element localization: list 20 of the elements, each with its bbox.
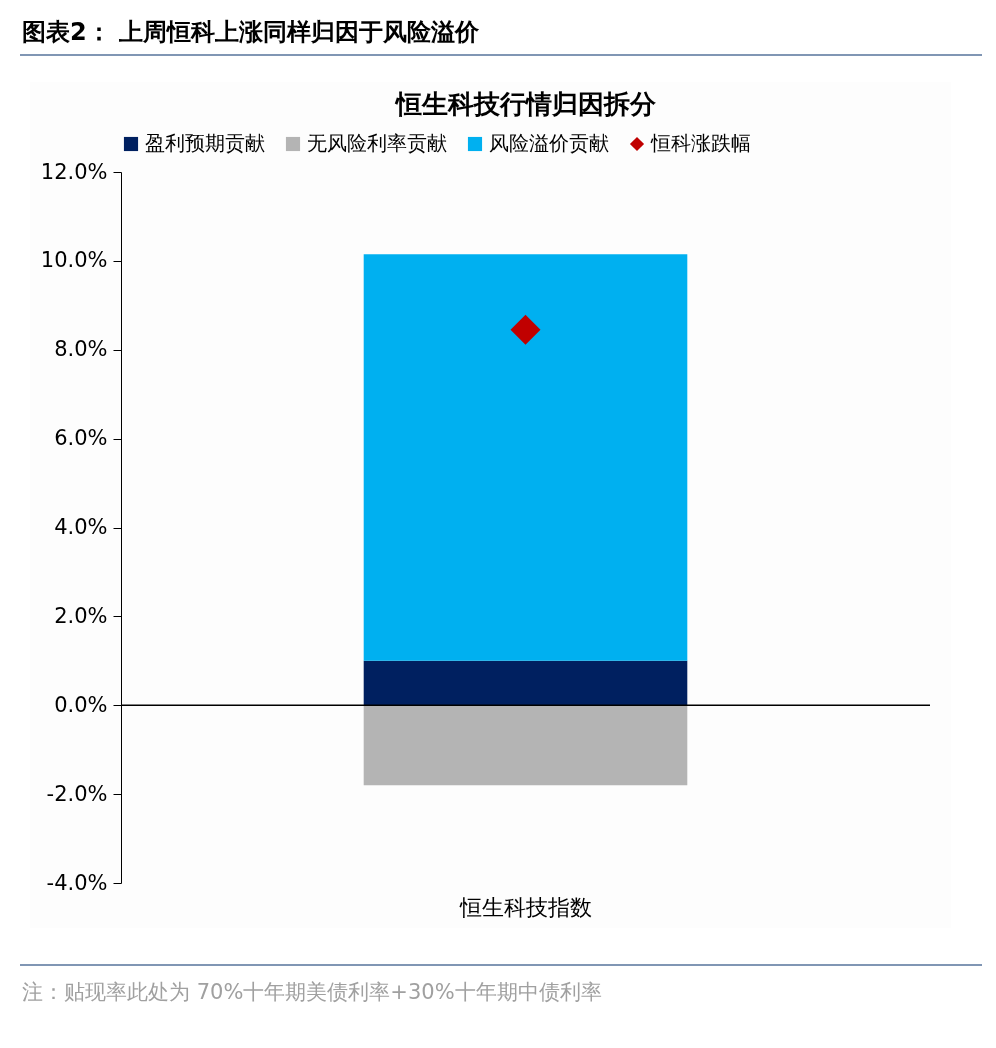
- legend-label: 盈利预期贡献: [145, 131, 265, 155]
- legend-label: 恒科涨跌幅: [650, 131, 751, 155]
- text: 注：贴现率此处为 70%十年期美债利率+30%十年期中债利率: [22, 979, 602, 1006]
- y-tick-label: 0.0%: [54, 692, 108, 717]
- y-tick-label: 4.0%: [54, 515, 108, 539]
- y-tick-label: 12.0%: [40, 159, 108, 184]
- legend-label: 无风险利率贡献: [307, 131, 447, 155]
- y-tick-label: 8.0%: [54, 337, 108, 362]
- chart-subtitle: 恒生科技行情归因拆分: [393, 89, 657, 119]
- y-tick-label: 2.0%: [54, 603, 108, 628]
- chart-title: 图表2： 上周恒科上涨同样归因于风险溢价: [22, 17, 480, 48]
- x-tick-label: 恒生科技指数: [458, 894, 592, 920]
- legend-label: 风险溢价贡献: [489, 131, 609, 155]
- y-tick-label: -2.0%: [46, 781, 108, 806]
- bar: [363, 254, 688, 661]
- y-tick-label: 10.0%: [40, 248, 108, 273]
- bar: [363, 705, 688, 786]
- y-tick-label: 6.0%: [54, 426, 108, 451]
- y-tick-label: -4.0%: [46, 870, 108, 895]
- bar: [363, 660, 688, 706]
